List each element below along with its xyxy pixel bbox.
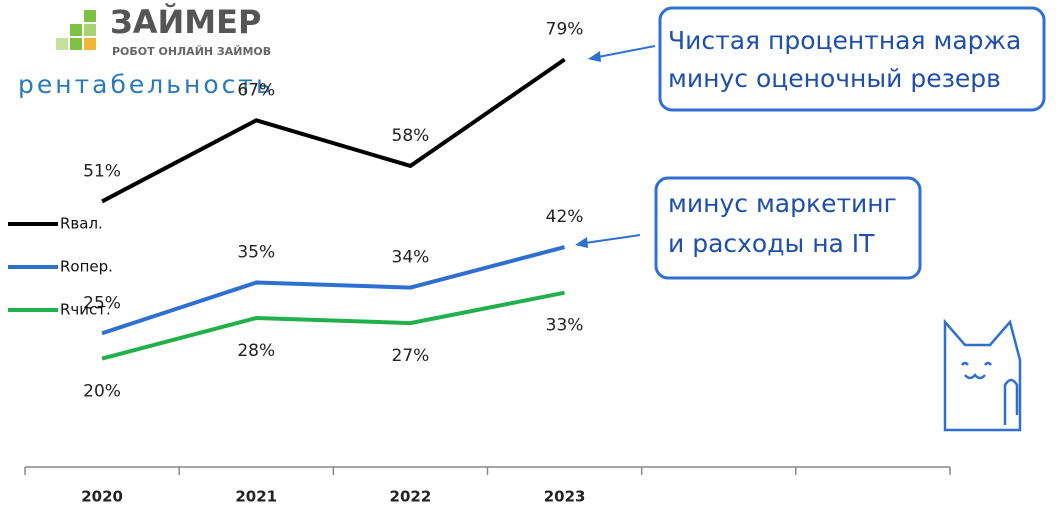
data-label: 25%: [83, 293, 121, 313]
data-label: 35%: [237, 243, 275, 263]
legend-label: Rвал.: [60, 215, 103, 233]
cat-icon: [943, 318, 1022, 432]
annotation: минус оценочный резерв: [668, 64, 1001, 93]
chart-title: рентабельность: [18, 70, 274, 99]
data-label: 79%: [546, 19, 584, 39]
brand-tagline: РОБОТ ОНЛАЙН ЗАЙМОВ: [112, 45, 271, 58]
legend-label: Rопер.: [60, 258, 113, 276]
data-label: 33%: [546, 316, 584, 336]
data-label: 51%: [83, 161, 121, 181]
annotation: и расходы на IT: [668, 229, 875, 258]
data-label: 28%: [237, 341, 275, 361]
x-tick-label: 2022: [390, 488, 432, 506]
annotation: Чистая процентная маржа: [668, 26, 1021, 55]
annotation-box: [654, 176, 922, 280]
annotation-box: [658, 6, 1046, 112]
series-line: [101, 290, 565, 361]
x-tick-label: 2023: [544, 488, 586, 506]
series-line: [101, 57, 566, 204]
data-label: 67%: [237, 80, 275, 100]
data-label: 34%: [392, 248, 430, 268]
data-label: 20%: [83, 382, 121, 402]
annotation-arrows: [575, 45, 656, 248]
series-line: [101, 245, 566, 336]
x-tick-label: 2021: [235, 488, 277, 506]
x-tick-label: 2020: [81, 488, 123, 506]
data-label: 58%: [392, 126, 430, 146]
brand-name: ЗАЙМЕР: [110, 3, 261, 41]
logo-mark: [56, 10, 96, 50]
data-label: 42%: [546, 207, 584, 227]
annotation: минус маркетинг: [668, 189, 897, 218]
data-label: 27%: [392, 346, 430, 366]
legend-label: Rчист.: [60, 301, 111, 319]
